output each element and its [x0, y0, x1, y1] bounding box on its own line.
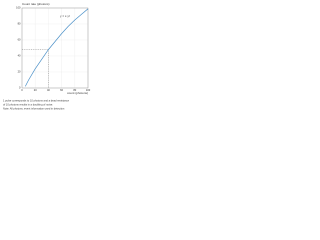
caption: 1 pulse corresponds to 10 photons and a … — [3, 99, 70, 103]
x-tick-label: 60 — [60, 88, 63, 92]
y-tick-label: 80 — [18, 22, 21, 26]
y-tick-label: 40 — [18, 54, 21, 58]
data-line — [24, 8, 89, 87]
y-tick-label: 60 — [18, 38, 21, 42]
x-tick-label: 40 — [47, 88, 50, 92]
y-tick-label: 20 — [18, 70, 21, 74]
x-tick-label: 0 — [21, 88, 23, 92]
y-tick-label: 0 — [19, 86, 21, 90]
y-tick-label: 100 — [16, 6, 21, 10]
caption: Note: All photons, event information use… — [3, 107, 65, 111]
x-axis-label: count (photons) — [67, 91, 88, 95]
x-tick-label: 80 — [73, 88, 76, 92]
chart: Count rate (photons) count (photons) y =… — [3, 2, 91, 111]
caption: of 10 photons results in a doubling of n… — [3, 103, 53, 107]
x-tick-label: 20 — [34, 88, 37, 92]
x-tick-label: 100 — [86, 88, 91, 92]
plot-frame — [21, 7, 89, 89]
annotation: y = x·y² — [60, 14, 70, 18]
y-axis-label: Count rate (photons) — [22, 2, 50, 6]
